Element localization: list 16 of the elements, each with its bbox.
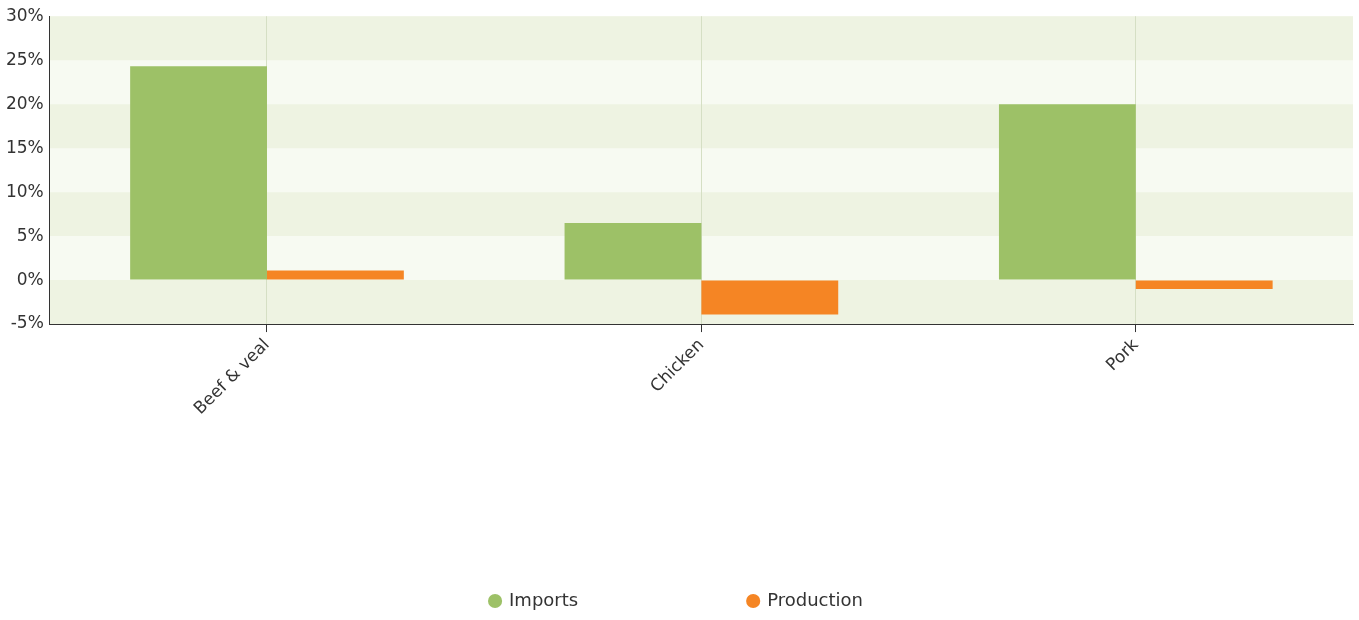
bar: [130, 66, 267, 280]
y-tick-label: -5%: [10, 312, 44, 333]
y-tick-label: 20%: [5, 92, 44, 113]
bar: [701, 280, 839, 315]
y-tick-label: 15%: [5, 136, 44, 157]
y-tick-label: 0%: [16, 268, 44, 289]
y-tick-label: 25%: [5, 48, 44, 69]
y-tick-label: 30%: [5, 4, 44, 25]
y-tick-label: 10%: [5, 180, 44, 201]
y-tick-label: 5%: [16, 224, 44, 245]
bar: [564, 222, 702, 280]
bar: [998, 104, 1136, 280]
legend-label: Imports: [509, 588, 579, 610]
bar: [1135, 280, 1273, 289]
bar: [266, 270, 404, 280]
legend-label: Production: [767, 588, 863, 610]
